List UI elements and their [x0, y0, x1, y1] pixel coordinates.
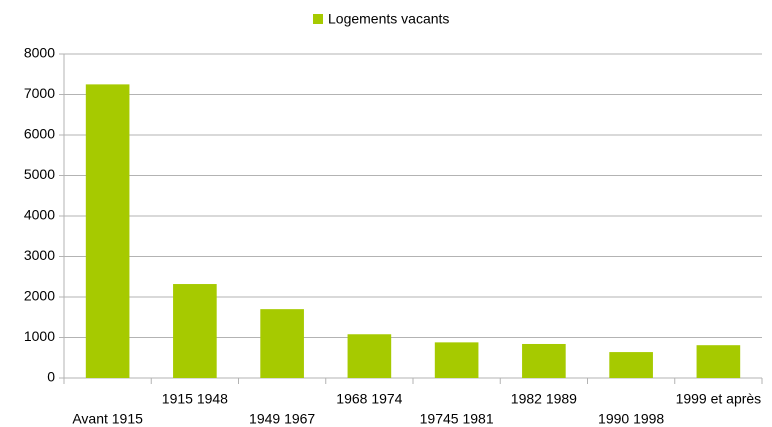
x-tick-label: 1999 et après — [676, 391, 762, 407]
y-tick-label: 8000 — [24, 45, 55, 61]
bar — [260, 309, 304, 378]
bar — [434, 342, 479, 378]
y-tick-label: 2000 — [24, 288, 55, 304]
x-tick-label: 1968 1974 — [336, 391, 402, 407]
bar — [609, 352, 653, 378]
legend-label: Logements vacants — [328, 11, 449, 27]
bar — [522, 343, 566, 378]
y-tick-label: 3000 — [24, 247, 55, 263]
y-tick-label: 7000 — [24, 85, 55, 101]
x-tick-label: 1915 1948 — [162, 391, 228, 407]
bar — [85, 84, 130, 378]
y-tick-label: 5000 — [24, 166, 55, 182]
legend-swatch — [313, 14, 323, 24]
y-tick-label: 1000 — [24, 328, 55, 344]
y-tick-label: 0 — [47, 369, 55, 385]
y-tick-label: 6000 — [24, 126, 55, 142]
bar — [173, 284, 217, 378]
x-tick-label: 19745 1981 — [420, 411, 494, 427]
x-tick-label: Avant 1915 — [72, 411, 143, 427]
x-tick-label: 1982 1989 — [511, 391, 577, 407]
x-tick-label: 1949 1967 — [249, 411, 315, 427]
y-tick-label: 4000 — [24, 207, 55, 223]
x-tick-label: 1990 1998 — [598, 411, 664, 427]
bar — [347, 334, 392, 378]
bar — [696, 345, 741, 378]
